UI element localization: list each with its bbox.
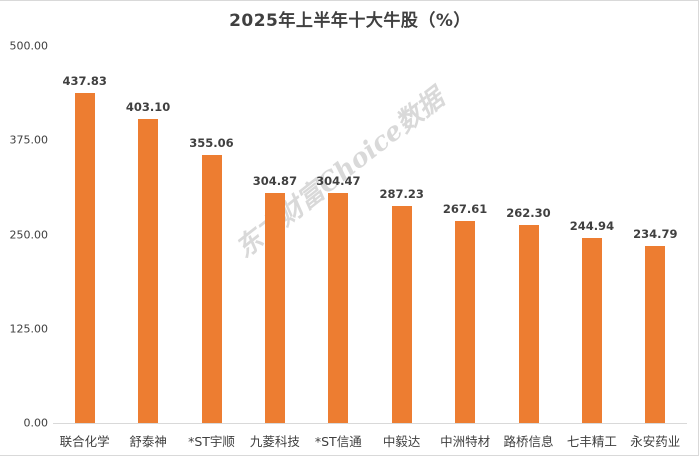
data-label: 244.94 [569,219,615,234]
bar [74,92,95,423]
bar [264,193,285,423]
y-tick-label: 250.00 [9,228,49,241]
x-tick-label: 七丰精工 [566,434,617,449]
data-label: 304.47 [316,174,361,189]
bar [518,225,539,423]
x-tick-label: 联合化学 [59,434,110,449]
y-tick-label: 375.00 [9,133,49,147]
x-tick-label: 中毅达 [382,434,421,449]
bar [138,119,159,423]
bar [201,155,222,423]
x-axis-line [53,423,687,424]
bar [645,245,666,423]
chart-title: 2025年上半年十大牛股（%） [229,11,471,31]
y-tick-label: 0.00 [23,416,49,430]
x-tick-label: 九菱科技 [249,434,300,449]
bar [455,221,476,423]
data-label: 234.79 [633,226,678,241]
x-tick-label: 中洲特材 [440,434,491,449]
data-label: 355.06 [189,136,234,151]
data-label: 403.10 [125,100,171,115]
data-label: 287.23 [379,187,424,202]
bar [328,193,349,423]
x-tick-label: 舒泰神 [129,434,167,449]
data-label: 262.30 [506,206,551,221]
data-label: 304.87 [252,174,298,189]
y-tick-label: 500.00 [9,39,49,53]
y-tick-label: 125.00 [9,322,49,336]
bar [581,238,602,423]
x-tick-label: 路桥信息 [503,434,554,449]
x-tick-label: *ST信通 [314,434,362,449]
x-tick-label: 永安药业 [630,434,681,449]
data-label: 267.61 [442,202,488,217]
x-tick-label: *ST宇顺 [188,434,235,449]
bar [391,206,412,423]
data-label: 437.83 [62,73,107,88]
